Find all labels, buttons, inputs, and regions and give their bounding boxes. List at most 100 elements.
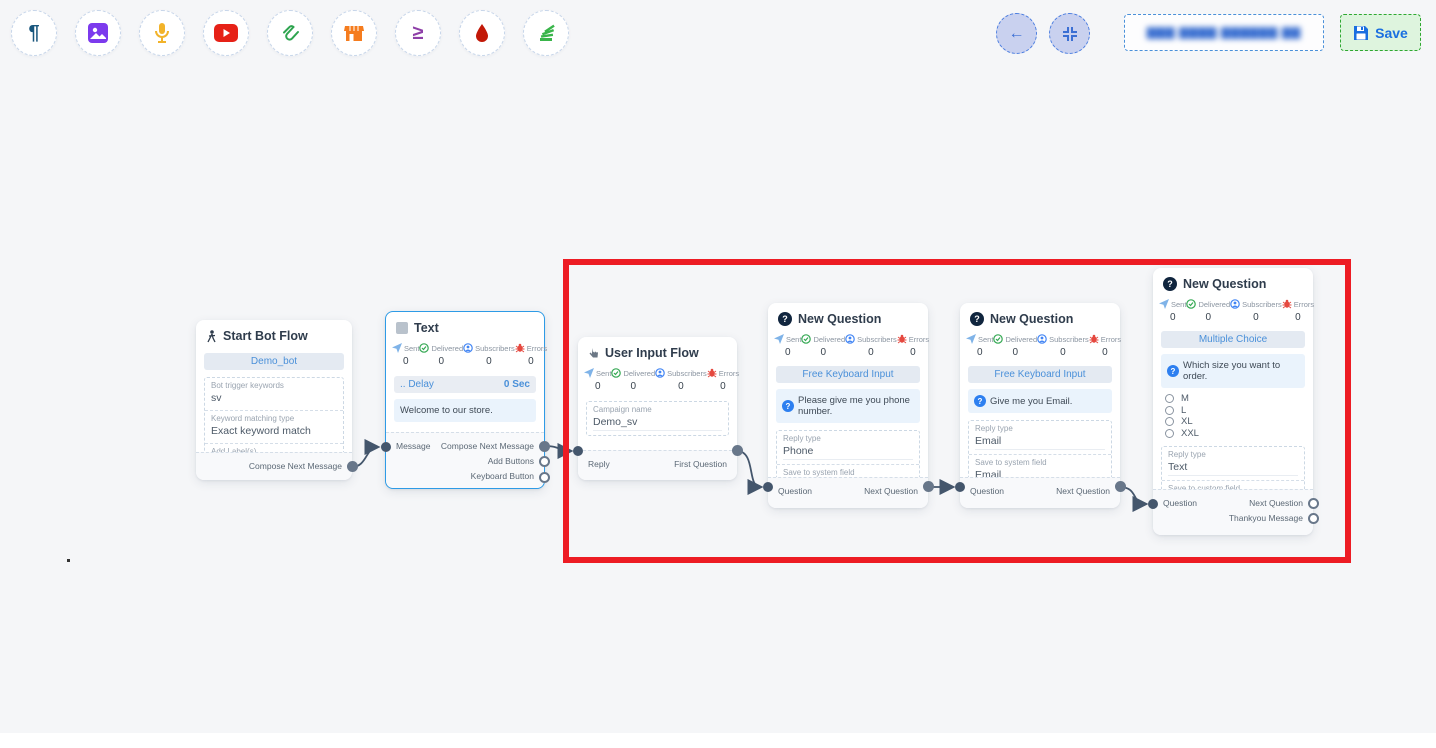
option-m[interactable]: M <box>1165 393 1303 405</box>
port-out-next-question[interactable] <box>923 481 934 492</box>
node-user-input-flow[interactable]: User Input Flow Sent 0 Delivered 0 Subsc… <box>573 337 743 480</box>
image-icon <box>88 23 108 43</box>
port-in-message[interactable] <box>381 442 391 452</box>
microphone-icon <box>155 23 169 43</box>
field-bot-trigger-keywords[interactable]: Bot trigger keywords sv <box>211 381 284 404</box>
subscribers-icon <box>845 334 855 344</box>
port-out-first-question[interactable] <box>732 445 743 456</box>
stat-delivered: Delivered 0 <box>993 334 1037 358</box>
option-xxl[interactable]: XXL <box>1165 428 1303 440</box>
field-campaign-name[interactable]: Campaign name Demo_sv <box>587 402 728 435</box>
question-in-label: Question <box>1163 497 1198 508</box>
field-reply-type[interactable]: Reply type Phone <box>777 431 919 464</box>
save-button[interactable]: Save <box>1340 14 1421 51</box>
node-start-bot-flow[interactable]: Start Bot Flow Demo_bot Bot trigger keyw… <box>196 320 358 480</box>
node-title: User Input Flow <box>605 346 699 360</box>
delay-setting[interactable]: .. Delay 0 Sec <box>394 376 536 393</box>
question-message[interactable]: ? Which size you want to order. <box>1161 354 1305 388</box>
node-new-question-2[interactable]: ? New Question Sent 0 Delivered 0 Subscr… <box>955 303 1126 508</box>
question-type-button[interactable]: Free Keyboard Input <box>776 366 920 383</box>
stray-dot <box>67 559 70 562</box>
next-question-label: Next Question <box>1056 485 1110 496</box>
bot-name-button[interactable]: Demo_bot <box>204 353 344 370</box>
port-in-question[interactable] <box>763 482 773 492</box>
radio-icon[interactable] <box>1165 428 1174 438</box>
condition-component-button[interactable]: ≥ <box>395 10 441 56</box>
fit-view-button[interactable] <box>1049 13 1090 54</box>
port-in-question[interactable] <box>1148 499 1158 509</box>
stat-subscribers: Subscribers 0 <box>1037 334 1089 358</box>
radio-icon[interactable] <box>1165 405 1174 415</box>
stat-subscribers: Subscribers 0 <box>1230 299 1282 323</box>
message-in-label: Message <box>396 440 431 451</box>
delivered-icon <box>611 368 622 378</box>
sent-icon <box>966 334 976 344</box>
add-buttons-label: Add Buttons <box>487 455 534 466</box>
port-out-compose-next-message[interactable] <box>347 461 358 472</box>
message-text[interactable]: Welcome to our store. <box>394 399 536 422</box>
question-icon: ? <box>778 312 792 326</box>
greater-equal-icon: ≥ <box>412 22 424 44</box>
port-out-thankyou-message[interactable] <box>1308 513 1319 524</box>
ecommerce-component-button[interactable] <box>331 10 377 56</box>
stat-sent: Sent 0 <box>1159 299 1186 323</box>
field-reply-type[interactable]: Reply type Email <box>969 421 1111 454</box>
field-reply-type[interactable]: Reply type Text <box>1162 447 1304 480</box>
video-component-button[interactable] <box>203 10 249 56</box>
flow-name-input[interactable]: ▇▇▇ ▇▇▇▇ ▇▇▇▇▇▇ ▇▇ <box>1124 14 1324 51</box>
radio-icon[interactable] <box>1165 417 1174 427</box>
blood-drop-component-button[interactable] <box>459 10 505 56</box>
port-out-compose-next-message[interactable] <box>539 441 550 452</box>
stack-component-button[interactable] <box>523 10 569 56</box>
back-button[interactable]: ← <box>996 13 1037 54</box>
errors-icon <box>897 334 907 344</box>
option-l[interactable]: L <box>1165 405 1303 417</box>
node-text[interactable]: Text Sent 0 Delivered 0 Subscribers 0 Er… <box>381 311 550 489</box>
node-title: Start Bot Flow <box>223 329 308 343</box>
subscribers-icon <box>1230 299 1240 309</box>
port-out-next-question[interactable] <box>1308 498 1319 509</box>
errors-icon <box>515 343 525 353</box>
text-block-icon <box>396 322 408 334</box>
field-keyword-matching-type[interactable]: Keyword matching type Exact keyword matc… <box>205 410 343 443</box>
stat-subscribers: Subscribers 0 <box>845 334 897 358</box>
port-out-add-buttons[interactable] <box>539 456 550 467</box>
stat-subscribers: Subscribers 0 <box>463 343 515 367</box>
delivered-icon <box>419 343 430 353</box>
node-title: Text <box>414 321 439 335</box>
text-component-button[interactable]: ¶ <box>11 10 57 56</box>
question-type-button[interactable]: Multiple Choice <box>1161 331 1305 348</box>
subscribers-icon <box>655 368 665 378</box>
question-message[interactable]: ? Give me you Email. <box>968 389 1112 413</box>
image-component-button[interactable] <box>75 10 121 56</box>
keyboard-button-label: Keyboard Button <box>470 470 534 481</box>
stat-delivered: Delivered 0 <box>801 334 845 358</box>
attachment-component-button[interactable] <box>267 10 313 56</box>
port-out-keyboard-button[interactable] <box>539 472 550 483</box>
stats-row: Sent 0 Delivered 0 Subscribers 0 Errors … <box>1153 295 1314 325</box>
stat-sent: Sent 0 <box>774 334 801 358</box>
stats-row: Sent 0 Delivered 0 Subscribers 0 Errors … <box>960 330 1121 360</box>
next-question-label: Next Question <box>1249 497 1303 508</box>
stat-delivered: Delivered 0 <box>1186 299 1230 323</box>
next-question-label: Next Question <box>864 485 918 496</box>
question-message[interactable]: ? Please give me you phone number. <box>776 389 920 423</box>
question-type-button[interactable]: Free Keyboard Input <box>968 366 1112 383</box>
option-xl[interactable]: XL <box>1165 416 1303 428</box>
walking-person-icon <box>207 329 216 342</box>
audio-component-button[interactable] <box>139 10 185 56</box>
question-mark-icon: ? <box>782 400 794 412</box>
errors-icon <box>1089 334 1099 344</box>
stat-errors: Errors 0 <box>897 334 929 358</box>
stat-delivered: Delivered 0 <box>611 368 655 392</box>
stat-subscribers: Subscribers 0 <box>655 368 707 392</box>
port-in-question[interactable] <box>955 482 965 492</box>
radio-icon[interactable] <box>1165 394 1174 404</box>
node-title: New Question <box>1183 277 1267 291</box>
question-mark-icon: ? <box>974 395 986 407</box>
node-new-question-3[interactable]: ? New Question Sent 0 Delivered 0 Subscr… <box>1148 268 1319 535</box>
node-new-question-1[interactable]: ? New Question Sent 0 Delivered 0 Subscr… <box>763 303 934 508</box>
port-out-next-question[interactable] <box>1115 481 1126 492</box>
port-in-reply[interactable] <box>573 446 583 456</box>
